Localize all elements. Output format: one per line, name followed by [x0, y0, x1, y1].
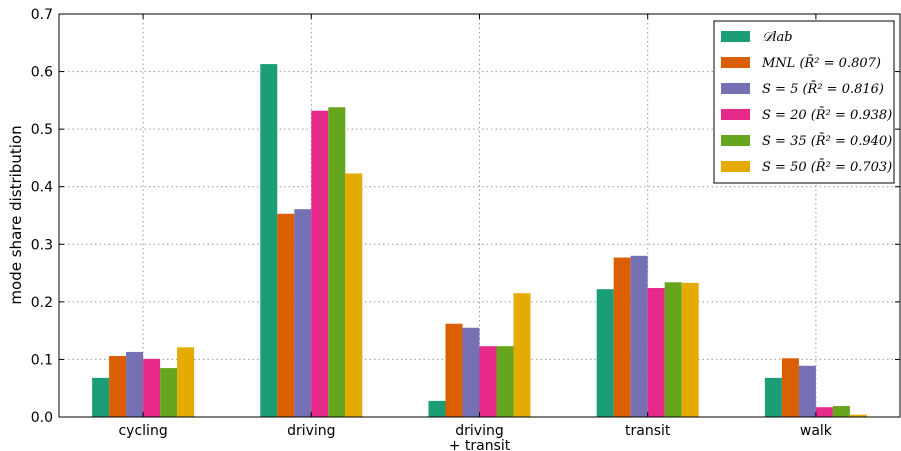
bar: [143, 358, 161, 417]
y-tick-label: 0.7: [31, 7, 53, 23]
y-tick-label: 0.0: [31, 410, 53, 426]
axes: [58, 13, 901, 418]
y-tick-label: 0.5: [31, 122, 53, 138]
legend-swatch: [721, 135, 750, 146]
grid-lines: [59, 14, 900, 417]
bar: [277, 213, 295, 417]
bar: [496, 346, 514, 417]
legend-swatch: [721, 161, 750, 172]
y-tick-labels: 0.0 0.1 0.2 0.3 0.4 0.5 0.6 0.7: [31, 7, 53, 426]
y-axis-label: mode share distribution: [7, 125, 25, 304]
bars: [92, 64, 867, 417]
bar: [832, 406, 850, 417]
bar: [596, 289, 614, 417]
bar: [613, 257, 631, 417]
legend-swatch: [721, 31, 750, 42]
x-tick-label: cycling: [118, 423, 167, 439]
bar: [445, 323, 463, 417]
bar: [428, 400, 446, 417]
series-2: [126, 209, 816, 417]
bar: [630, 255, 648, 417]
x-tick-label: driving: [455, 423, 503, 439]
bar: [109, 355, 127, 417]
bar: [513, 293, 531, 417]
bar: [479, 346, 497, 417]
x-tick-label: transit: [625, 423, 671, 439]
x-tick-label: + transit: [449, 438, 511, 451]
bar: [126, 351, 144, 417]
bar: [294, 209, 312, 417]
y-tick-label: 0.4: [31, 180, 53, 196]
x-tick-label: walk: [800, 423, 833, 439]
bar: [647, 288, 665, 417]
y-tick-label: 0.3: [31, 237, 53, 253]
series-1: [109, 213, 799, 417]
bar: [815, 407, 833, 417]
bar: [798, 365, 816, 417]
legend-entry: S = 5 (R̄² = 0.816): [762, 81, 884, 97]
bar: [160, 368, 178, 417]
series-5: [177, 173, 867, 417]
legend-swatch: [721, 109, 750, 120]
bar: [311, 110, 329, 417]
legend: 𝒟lab MNL (R̄² = 0.807) S = 5 (R̄² = 0.816)…: [713, 20, 895, 184]
y-tick-label: 0.1: [31, 352, 53, 368]
legend-swatch: [721, 57, 750, 68]
legend-box: [713, 20, 895, 184]
bar: [462, 327, 480, 417]
legend-entry: S = 20 (R̄² = 0.938): [762, 107, 892, 123]
y-tick-label: 0.2: [31, 295, 53, 311]
x-tick-label: driving: [287, 423, 335, 439]
bar: [681, 282, 699, 417]
legend-swatch: [721, 83, 750, 94]
legend-entry: MNL (R̄² = 0.807): [761, 55, 881, 71]
bar: [177, 347, 195, 417]
bar: [664, 282, 682, 417]
y-tick-label: 0.6: [31, 65, 53, 81]
bar: [345, 173, 363, 417]
bar: [764, 377, 782, 417]
legend-entry: S = 35 (R̄² = 0.940): [762, 133, 892, 149]
series-0: [92, 64, 782, 417]
bar: [849, 414, 867, 417]
legend-entry: S = 50 (R̄² = 0.703): [762, 159, 892, 175]
bar: [328, 107, 346, 417]
bar: [92, 377, 110, 417]
series-4: [160, 107, 850, 417]
legend-entry: 𝒟lab: [762, 30, 793, 45]
series-3: [143, 110, 833, 417]
bar: [781, 358, 799, 417]
bar: [260, 64, 278, 417]
